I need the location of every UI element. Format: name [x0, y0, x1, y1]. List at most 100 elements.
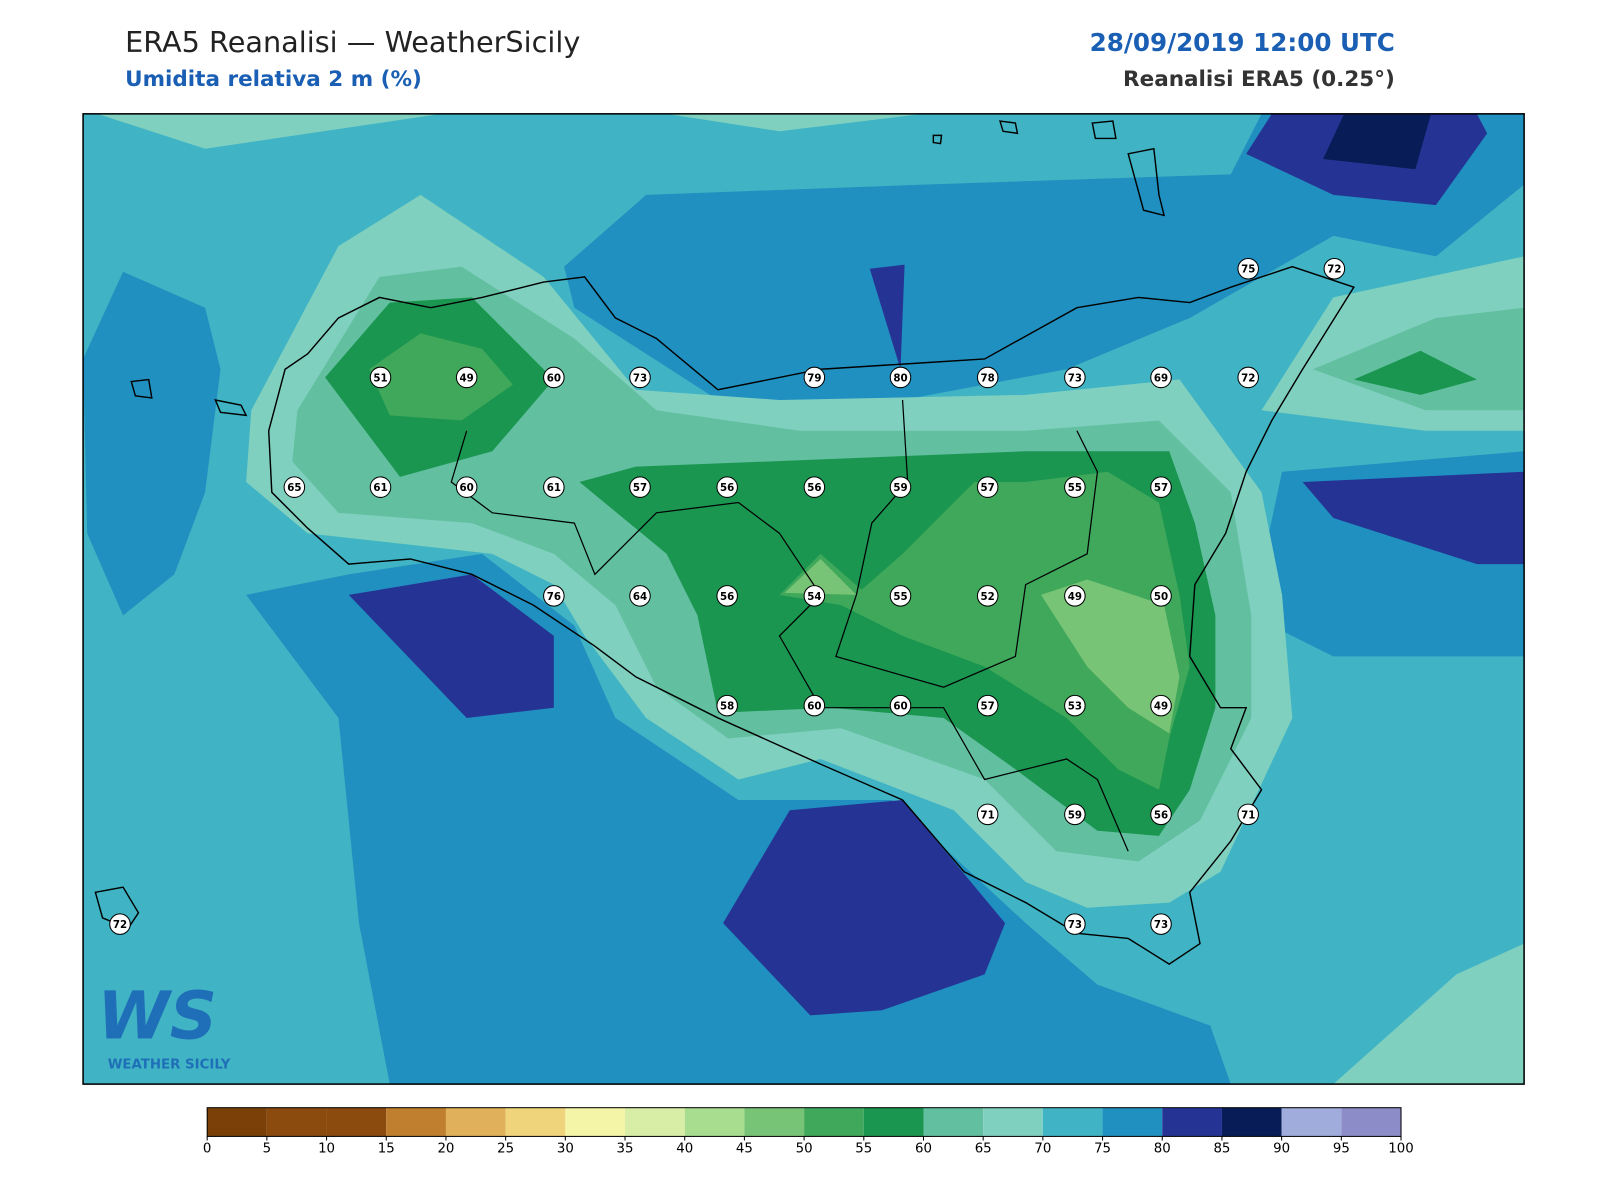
station-marker: [1323, 257, 1346, 280]
station-value: 76: [547, 591, 561, 603]
colorbar-swatch: [804, 1107, 864, 1137]
station-value: 56: [720, 591, 734, 603]
islands: [94, 120, 1166, 930]
colorbar-tick-label: 30: [557, 1142, 574, 1157]
station-marker: [976, 366, 999, 389]
colorbar-swatch: [445, 1107, 506, 1137]
colorbar-swatch: [1042, 1107, 1103, 1137]
colorbar-tick-label: 100: [1388, 1142, 1413, 1157]
colorbar-tick-label: 50: [796, 1142, 813, 1157]
station-marker: [803, 694, 826, 717]
station-marker: [455, 476, 478, 498]
station-marker: [283, 476, 306, 498]
station-value: 60: [893, 701, 907, 713]
colorbar-tick-label: 65: [975, 1142, 992, 1157]
station-value: 72: [113, 919, 127, 931]
station-value: 49: [1068, 591, 1082, 603]
station-marker: [455, 366, 478, 389]
station-value: 55: [893, 591, 907, 603]
colorbar-tick-label: 75: [1094, 1142, 1111, 1157]
station-marker: [803, 366, 826, 389]
station-marker: [976, 803, 999, 826]
coastline: [267, 265, 1355, 965]
station-marker: [976, 585, 999, 607]
station-marker: [1237, 257, 1259, 280]
station-value: 73: [1068, 372, 1082, 384]
station-value: 50: [1154, 591, 1168, 603]
map-frame: [82, 113, 1525, 1085]
station-value: 80: [893, 372, 907, 384]
colorbar-tick-label: 15: [378, 1142, 395, 1157]
station-value: 65: [287, 482, 301, 494]
station-value: 59: [893, 482, 907, 494]
station-marker: [629, 476, 651, 498]
station-value: 57: [981, 482, 995, 494]
logo: WS WEATHER SICILY: [97, 979, 230, 1073]
station-value: 56: [807, 482, 821, 494]
station-value: 60: [460, 482, 474, 494]
colorbar-swatch: [744, 1107, 805, 1137]
station-value: 49: [1154, 701, 1168, 713]
station-marker: [1237, 366, 1259, 389]
station-marker: [1150, 585, 1172, 607]
station-marker: [889, 366, 912, 389]
colorbar-swatch: [1102, 1107, 1163, 1137]
colorbar-tick-label: 0: [203, 1142, 211, 1157]
station-marker: [629, 366, 651, 389]
station-value: 55: [1068, 482, 1082, 494]
colorbar-swatch: [923, 1107, 984, 1137]
colorbar-tick-label: 95: [1333, 1142, 1350, 1157]
station-marker: [1150, 694, 1172, 717]
station-marker: [369, 366, 392, 389]
station-value: 60: [547, 372, 561, 384]
station-marker: [1237, 803, 1259, 826]
colorbar-swatch: [266, 1107, 327, 1137]
station-marker: [1064, 366, 1086, 389]
colorbar: 0 5 10 15 20 25 30 35 40 45 50 55 60 65 70 75 80 85 90 95 10…: [203, 1107, 1414, 1157]
province-borders: [450, 399, 1129, 852]
colorbar-swatch: [863, 1107, 924, 1137]
station-value: 54: [807, 591, 821, 603]
colorbar-tick-label: 55: [855, 1142, 872, 1157]
colorbar-tick-label: 20: [437, 1142, 454, 1157]
station-marker: [803, 476, 826, 498]
colorbar-swatch: [505, 1107, 566, 1137]
colorbar-tick-label: 60: [915, 1142, 932, 1157]
station-value: 73: [1154, 919, 1168, 931]
colorbar-tick-label: 10: [318, 1142, 335, 1157]
station-value: 53: [1068, 701, 1082, 713]
colorbar-swatch: [1281, 1107, 1342, 1137]
station-value: 59: [1068, 809, 1082, 821]
station-value: 75: [1241, 264, 1255, 276]
colorbar-tick-label: 45: [736, 1142, 753, 1157]
stations: 75 72 51 49 60 73 79 80 78 73 69 72 65 61 60 61 57 56 56 59…: [109, 257, 1346, 935]
station-value: 58: [720, 701, 734, 713]
station-marker: [109, 913, 131, 935]
station-marker: [803, 585, 826, 607]
station-marker: [1150, 366, 1172, 389]
station-marker: [716, 694, 738, 717]
station-value: 72: [1327, 264, 1341, 276]
station-value: 51: [373, 372, 387, 384]
colorbar-swatch: [1221, 1107, 1282, 1137]
station-marker: [1150, 803, 1172, 826]
colorbar-swatch: [326, 1107, 387, 1137]
source: Reanalisi ERA5 (0.25°): [1123, 67, 1395, 92]
logo-mark: WS: [97, 979, 217, 1055]
station-value: 49: [460, 372, 474, 384]
colorbar-tick-label: 40: [676, 1142, 693, 1157]
station-marker: [716, 585, 738, 607]
field-65-70: [97, 113, 924, 149]
station-marker: [1150, 913, 1172, 935]
station-value: 52: [981, 591, 995, 603]
station-marker: [889, 476, 912, 498]
station-value: 57: [633, 482, 647, 494]
colorbar-tick-label: 35: [617, 1142, 634, 1157]
colorbar-swatch: [983, 1107, 1043, 1137]
station-marker: [369, 476, 392, 498]
title: ERA5 Reanalisi — WeatherSicily: [125, 25, 580, 59]
station-marker: [543, 366, 565, 389]
colorbar-swatch: [1162, 1107, 1222, 1137]
